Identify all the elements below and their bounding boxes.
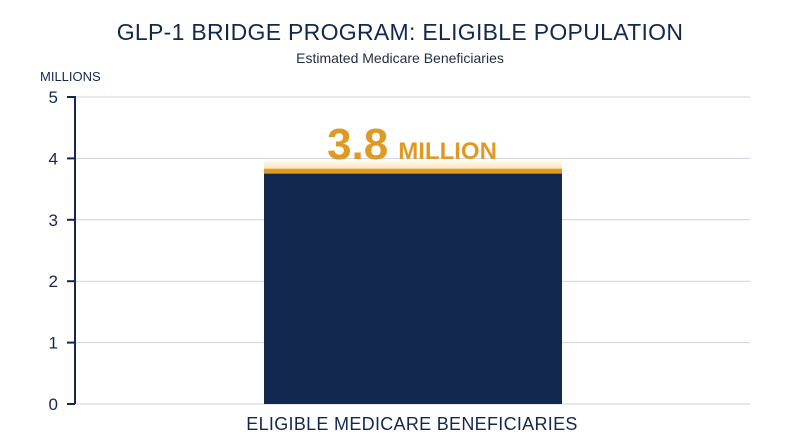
y-tick-label: 5 xyxy=(49,88,58,107)
value-label-unit: MILLION xyxy=(398,138,497,165)
bars xyxy=(264,158,562,404)
y-tick-label: 0 xyxy=(49,395,58,414)
bar xyxy=(264,170,562,404)
y-axis-ticks: 0 1 2 3 4 5 xyxy=(49,88,75,414)
y-axis-unit-label: MILLIONS xyxy=(40,69,101,84)
y-tick-label: 2 xyxy=(49,272,58,291)
y-tick-label: 3 xyxy=(49,211,58,230)
y-tick-label: 4 xyxy=(49,149,58,168)
bar-glow xyxy=(264,158,562,171)
chart-subtitle: Estimated Medicare Beneficiaries xyxy=(296,50,504,66)
chart-title: GLP-1 BRIDGE PROGRAM: ELIGIBLE POPULATIO… xyxy=(117,19,684,45)
category-label: ELIGIBLE MEDICARE BENEFICIARIES xyxy=(246,414,577,434)
value-label: 3.8 MILLION xyxy=(327,120,497,169)
value-label-number: 3.8 xyxy=(327,120,388,169)
bar-top-highlight xyxy=(264,168,562,174)
y-tick-label: 1 xyxy=(49,334,58,353)
